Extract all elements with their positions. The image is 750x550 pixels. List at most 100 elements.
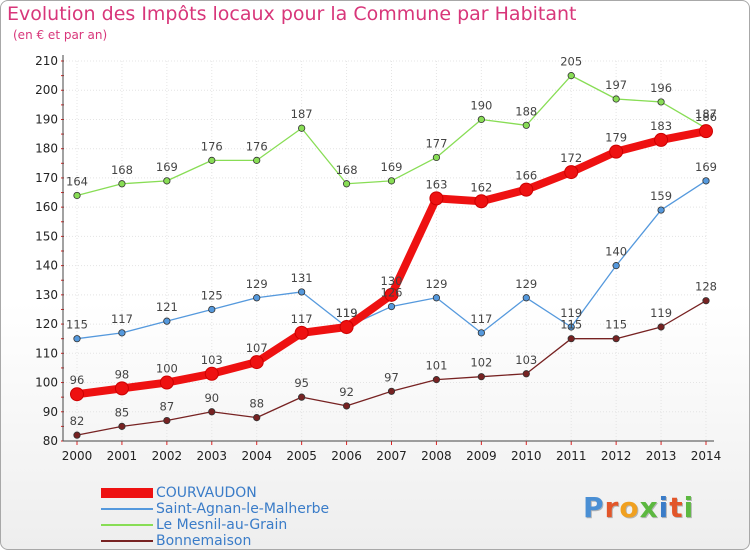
data-point-courvaudon	[474, 194, 489, 209]
data-label-le-mesnil-au-grain: 169	[381, 160, 403, 174]
x-tick-label: 2012	[601, 449, 632, 463]
data-point-courvaudon	[159, 375, 174, 390]
data-point-bonnemaison	[163, 416, 171, 425]
data-point-le-mesnil-au-grain	[477, 115, 485, 124]
data-label-le-mesnil-au-grain: 187	[695, 107, 717, 121]
y-tick-label: 140	[35, 259, 58, 273]
legend-label: Le Mesnil-au-Grain	[156, 517, 288, 533]
data-point-le-mesnil-au-grain	[567, 72, 575, 80]
y-tick-label: 80	[43, 434, 58, 448]
y-tick-label: 90	[43, 405, 58, 419]
data-point-courvaudon	[294, 325, 309, 340]
data-point-saint-agnan-le-malherbe	[253, 294, 261, 302]
data-label-le-mesnil-au-grain: 190	[470, 98, 492, 112]
logo-letter: t	[669, 491, 684, 524]
data-label-courvaudon: 119	[336, 306, 358, 320]
data-point-courvaudon	[114, 381, 129, 396]
data-label-le-mesnil-au-grain: 169	[156, 160, 178, 174]
data-point-courvaudon	[564, 165, 579, 180]
y-tick-label: 170	[35, 171, 58, 185]
legend-swatch	[101, 540, 153, 542]
data-point-bonnemaison	[522, 370, 530, 378]
data-label-courvaudon: 163	[425, 177, 447, 191]
x-tick-label: 2011	[556, 449, 587, 463]
data-point-saint-agnan-le-malherbe	[432, 294, 441, 302]
x-tick-label: 2014	[691, 449, 722, 463]
y-tick-label: 100	[35, 376, 58, 390]
data-label-le-mesnil-au-grain: 196	[650, 81, 672, 95]
x-tick-label: 2001	[107, 449, 138, 463]
data-label-saint-agnan-le-malherbe: 169	[695, 160, 717, 174]
data-label-le-mesnil-au-grain: 177	[425, 136, 447, 150]
x-tick-label: 2010	[511, 449, 542, 463]
data-label-le-mesnil-au-grain: 176	[246, 139, 268, 153]
data-point-courvaudon	[204, 366, 219, 381]
data-point-saint-agnan-le-malherbe	[522, 294, 530, 302]
data-label-bonnemaison: 92	[339, 385, 354, 399]
data-point-courvaudon	[699, 124, 713, 139]
data-point-bonnemaison	[298, 393, 306, 401]
data-label-bonnemaison: 128	[695, 280, 717, 294]
data-point-le-mesnil-au-grain	[208, 156, 216, 164]
proxiti-logo: Proxiti	[583, 491, 694, 524]
x-tick-label: 2009	[466, 449, 497, 463]
data-label-bonnemaison: 119	[650, 306, 672, 320]
y-tick-label: 150	[35, 229, 58, 243]
chart-title: Evolution des Impôts locaux pour la Comm…	[7, 3, 577, 25]
data-label-saint-agnan-le-malherbe: 119	[336, 306, 358, 320]
data-point-le-mesnil-au-grain	[387, 177, 396, 185]
data-label-bonnemaison: 97	[384, 370, 399, 384]
logo-letter: i	[683, 491, 695, 524]
data-point-bonnemaison	[657, 323, 665, 331]
data-label-saint-agnan-le-malherbe: 159	[650, 189, 672, 203]
data-label-le-mesnil-au-grain: 168	[111, 163, 133, 177]
logo-letter: i	[658, 491, 670, 524]
data-label-bonnemaison: 85	[115, 405, 130, 419]
data-label-courvaudon: 172	[560, 151, 582, 165]
data-label-saint-agnan-le-malherbe: 129	[515, 277, 537, 291]
data-point-le-mesnil-au-grain	[298, 124, 306, 132]
data-label-le-mesnil-au-grain: 205	[560, 55, 582, 69]
logo-letter: o	[619, 491, 640, 524]
data-label-saint-agnan-le-malherbe: 121	[156, 300, 178, 314]
data-label-courvaudon: 183	[650, 119, 672, 133]
data-label-saint-agnan-le-malherbe: 129	[425, 277, 447, 291]
data-point-courvaudon	[654, 132, 669, 147]
data-point-saint-agnan-le-malherbe	[702, 177, 710, 185]
data-point-bonnemaison	[612, 335, 620, 343]
data-label-le-mesnil-au-grain: 197	[605, 78, 627, 92]
data-label-saint-agnan-le-malherbe: 119	[560, 306, 582, 320]
logo-letter: x	[639, 491, 659, 524]
data-point-le-mesnil-au-grain	[522, 121, 530, 129]
axis-layer: 8090100110120130140150160170180190200210…	[35, 54, 721, 463]
y-tick-label: 190	[35, 112, 58, 126]
data-point-le-mesnil-au-grain	[657, 98, 665, 106]
data-point-le-mesnil-au-grain	[342, 180, 351, 188]
data-label-bonnemaison: 101	[425, 359, 447, 373]
data-label-le-mesnil-au-grain: 168	[336, 163, 358, 177]
data-point-saint-agnan-le-malherbe	[567, 323, 575, 331]
data-label-courvaudon: 107	[246, 341, 268, 355]
y-tick-label: 110	[35, 346, 58, 360]
y-tick-label: 130	[35, 288, 58, 302]
data-label-courvaudon: 179	[605, 131, 627, 145]
data-point-courvaudon	[384, 287, 399, 302]
data-label-courvaudon: 117	[291, 312, 313, 326]
data-point-saint-agnan-le-malherbe	[163, 317, 171, 325]
data-label-bonnemaison: 95	[294, 376, 309, 390]
x-tick-label: 2003	[197, 449, 228, 463]
series-layer	[70, 72, 713, 439]
data-point-courvaudon	[339, 320, 354, 334]
data-point-le-mesnil-au-grain	[432, 153, 441, 162]
data-point-saint-agnan-le-malherbe	[657, 206, 665, 214]
data-label-saint-agnan-le-malherbe: 140	[605, 245, 627, 259]
legend-label: COURVAUDON	[156, 485, 257, 501]
data-label-saint-agnan-le-malherbe: 126	[381, 286, 403, 300]
data-point-bonnemaison	[73, 431, 81, 439]
x-tick-label: 2006	[331, 449, 362, 463]
data-point-courvaudon	[429, 191, 444, 206]
data-label-saint-agnan-le-malherbe: 125	[201, 288, 223, 302]
data-point-saint-agnan-le-malherbe	[118, 329, 126, 337]
